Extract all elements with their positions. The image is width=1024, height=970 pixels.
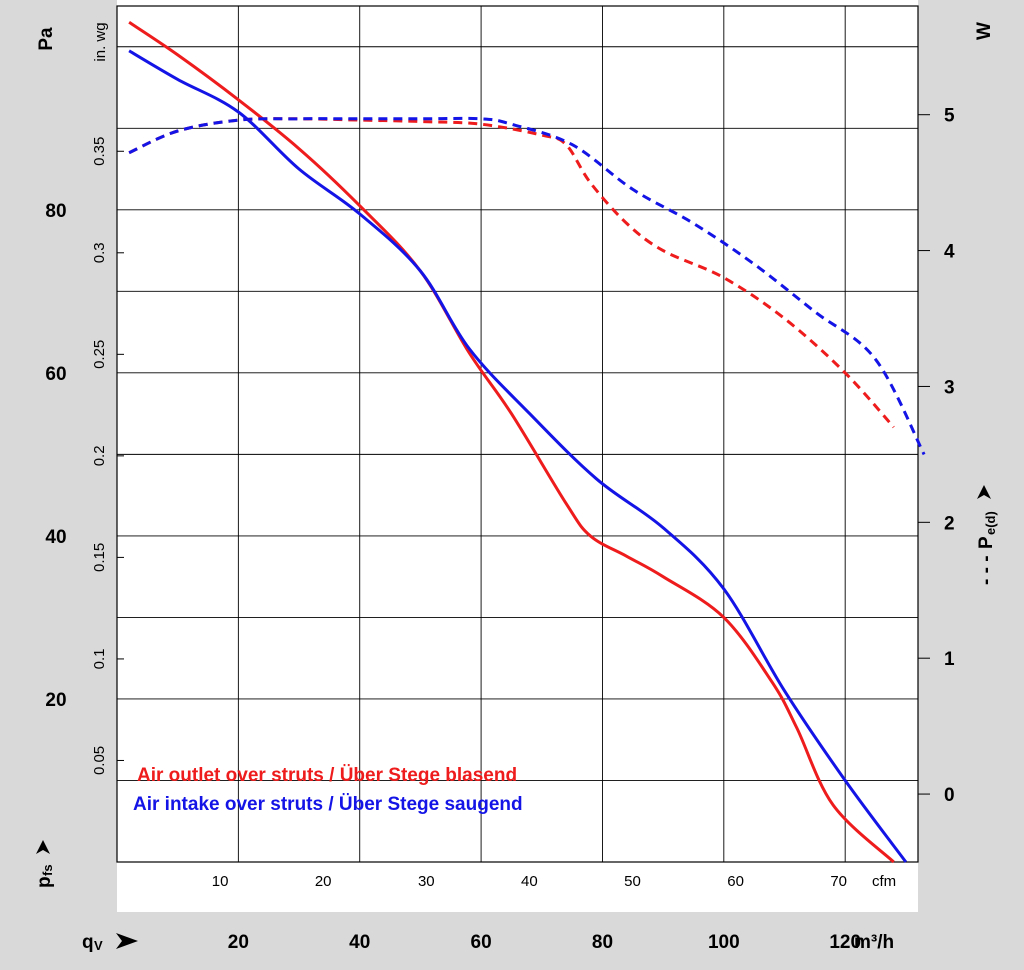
legend-entry-air-intake: Air intake over struts / Über Stege saug… bbox=[133, 794, 523, 815]
cfm-tick-label: 30 bbox=[418, 873, 435, 890]
cfm-tick-label: 60 bbox=[727, 873, 744, 890]
m3h-tick-label: 100 bbox=[708, 932, 740, 953]
inch-axis-unit-label: in. wg bbox=[92, 22, 109, 61]
bottom-axis-symbol: q V bbox=[82, 932, 138, 953]
pressure-curve-0 bbox=[128, 21, 895, 864]
power-curve-3 bbox=[128, 116, 926, 456]
right-axis-symbol: - - - P e(d) bbox=[976, 485, 998, 585]
left-axis-unit-label: Pa bbox=[36, 27, 57, 51]
left-axis-symbol-sub: fs bbox=[40, 864, 55, 876]
m3h-axis-unit-label: m³/h bbox=[854, 932, 894, 953]
right-axis-symbol-sub: e(d) bbox=[983, 511, 998, 535]
plot-area bbox=[117, 6, 918, 862]
right-axis-symbol-main: P bbox=[976, 536, 997, 549]
tick-labels: 20 40 60 80 0.05 0.1 0.15 0.2 0.25 0.3 0.35 0 1 2 3 4 5 1… bbox=[45, 106, 955, 953]
m3h-tick-label: 40 bbox=[349, 932, 370, 953]
cfm-tick-label: 20 bbox=[315, 873, 332, 890]
right-axis-band bbox=[918, 0, 1024, 970]
left-axis-symbol: p fs bbox=[34, 840, 55, 888]
pressure-curve-1 bbox=[128, 49, 908, 863]
series bbox=[128, 21, 926, 864]
watt-tick-label: 1 bbox=[944, 649, 955, 670]
watt-tick-label: 4 bbox=[944, 242, 955, 263]
grid bbox=[117, 6, 918, 862]
left-axis-arrow-icon bbox=[36, 840, 50, 854]
m3h-tick-label: 80 bbox=[592, 932, 613, 953]
inch-tick-label: 0.2 bbox=[91, 445, 108, 466]
cfm-axis-strip bbox=[117, 862, 918, 912]
right-axis-unit-label: W bbox=[974, 22, 995, 40]
watt-tick-label: 3 bbox=[944, 377, 955, 398]
watt-tick-label: 5 bbox=[944, 106, 955, 127]
pa-tick-label: 80 bbox=[45, 201, 66, 222]
inch-tick-label: 0.3 bbox=[91, 242, 108, 263]
right-axis-symbol-prefix: - - - bbox=[976, 555, 997, 585]
cfm-tick-label: 10 bbox=[212, 873, 229, 890]
bottom-axis-band bbox=[0, 912, 1024, 970]
legend: Air outlet over struts / Über Stege blas… bbox=[133, 765, 523, 815]
inch-tick-label: 0.25 bbox=[91, 340, 108, 369]
inch-tick-label: 0.15 bbox=[91, 543, 108, 572]
pa-tick-label: 40 bbox=[45, 527, 66, 548]
legend-entry-air-outlet: Air outlet over struts / Über Stege blas… bbox=[137, 765, 517, 786]
watt-tick-label: 0 bbox=[944, 785, 955, 806]
bottom-axis-symbol-sub: V bbox=[94, 938, 103, 953]
inch-tick-label: 0.35 bbox=[91, 137, 108, 166]
left-axis-symbol-main: p bbox=[34, 876, 55, 888]
bottom-axis-arrow-icon bbox=[116, 933, 138, 949]
inch-tick-label: 0.05 bbox=[91, 746, 108, 775]
inch-tick-label: 0.1 bbox=[91, 649, 108, 670]
right-axis-arrow-icon bbox=[977, 485, 991, 499]
m3h-tick-label: 60 bbox=[471, 932, 492, 953]
m3h-tick-label: 120 bbox=[829, 932, 861, 953]
plot-frame bbox=[116, 5, 919, 863]
cfm-tick-label: 50 bbox=[624, 873, 641, 890]
left-axis-band bbox=[0, 0, 117, 970]
cfm-tick-label: 40 bbox=[521, 873, 538, 890]
pa-tick-label: 60 bbox=[45, 364, 66, 385]
m3h-tick-label: 20 bbox=[228, 932, 249, 953]
pa-tick-label: 20 bbox=[45, 690, 66, 711]
cfm-axis-unit-label: cfm bbox=[872, 873, 896, 890]
cfm-tick-label: 70 bbox=[830, 873, 847, 890]
bottom-axis-symbol-main: q bbox=[82, 932, 94, 953]
watt-tick-label: 2 bbox=[944, 513, 955, 534]
